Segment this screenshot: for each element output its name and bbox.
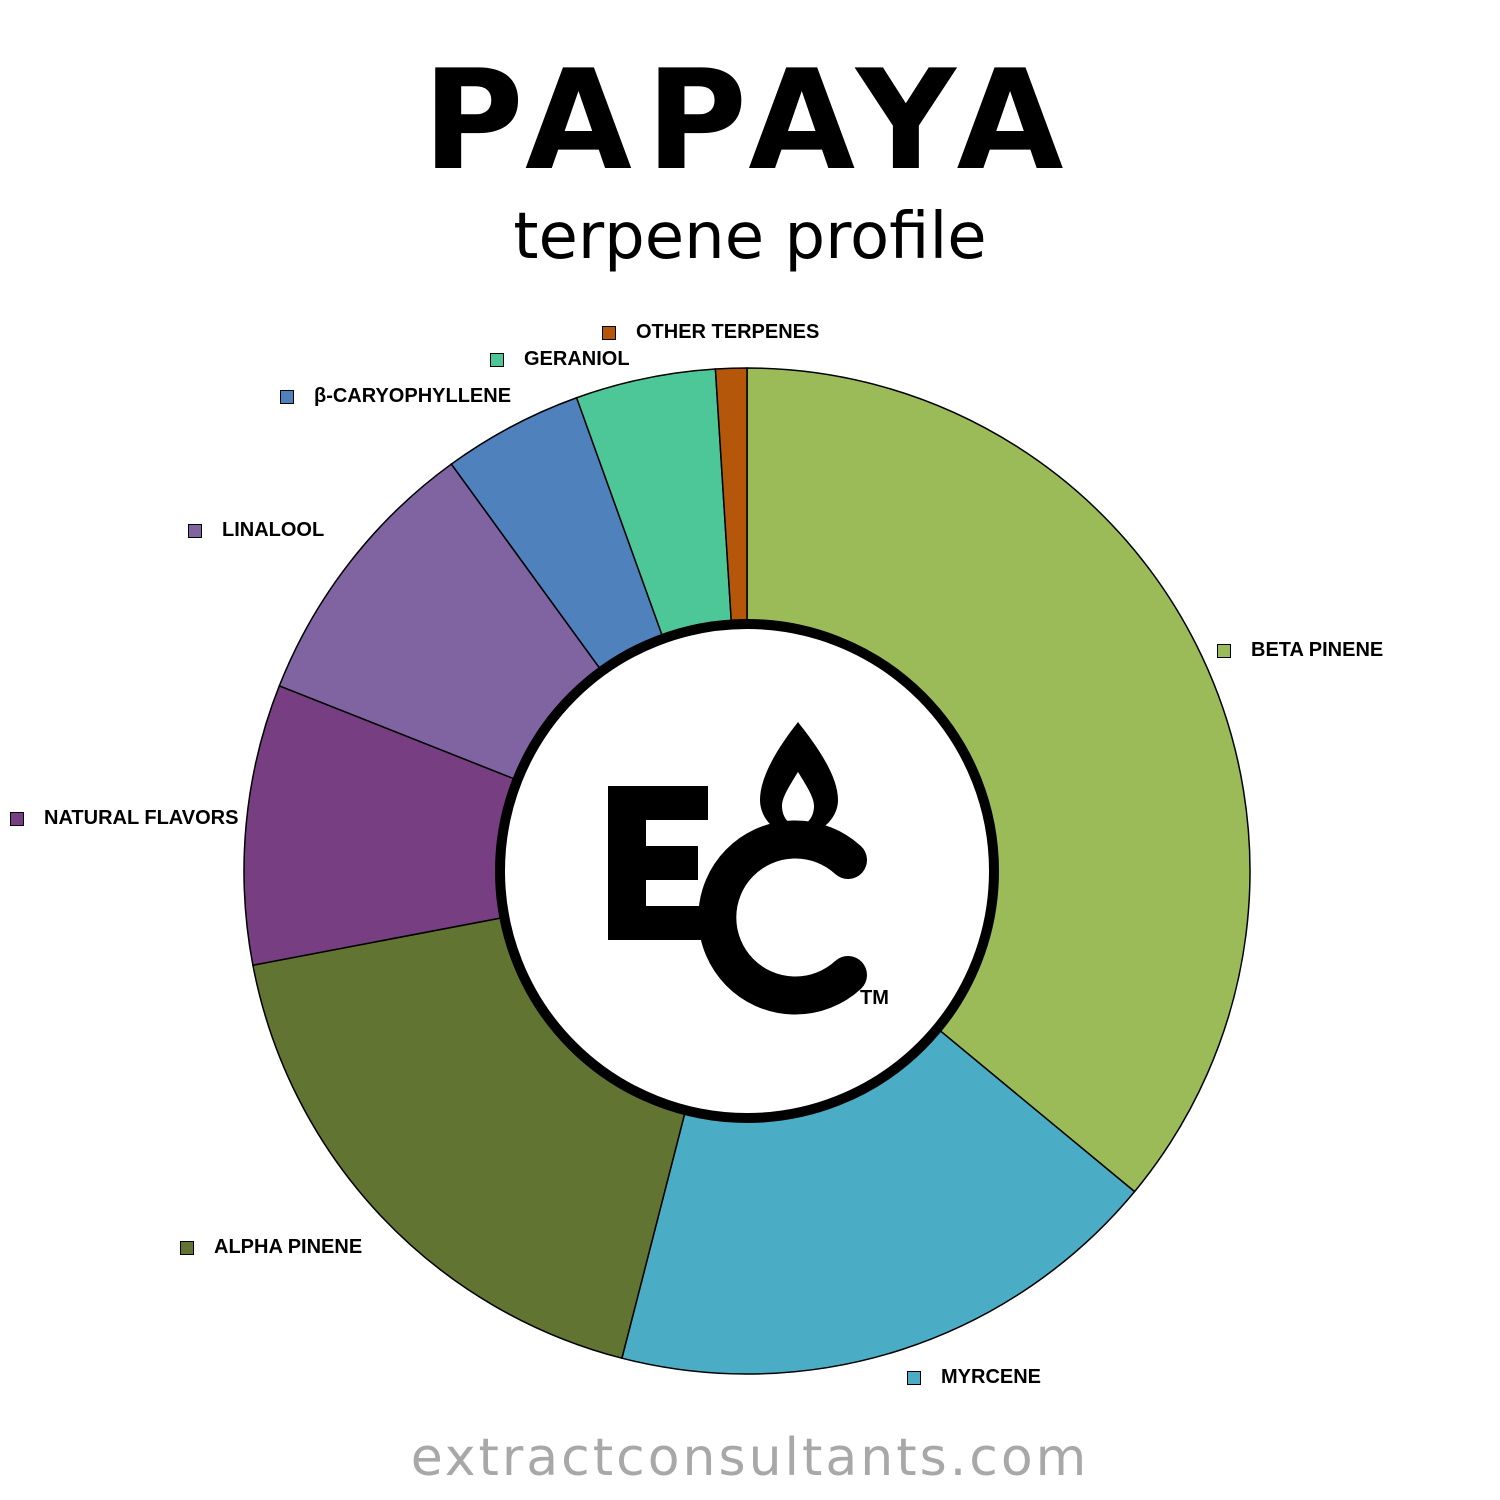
legend-alpha-pinene: ALPHA PINENE	[180, 1236, 362, 1259]
legend-swatch	[602, 325, 616, 340]
legend-swatch	[180, 1240, 194, 1255]
legend-other-terpenes: OTHER TERPENES	[602, 321, 819, 344]
legend-label: BETA PINENE	[1251, 639, 1384, 661]
legend-natural-flavors: NATURAL FLAVORS	[10, 807, 238, 830]
chart-title: PAPAYA	[422, 40, 1078, 201]
legend-swatch	[490, 352, 504, 367]
legend-linalool: LINALOOL	[188, 519, 324, 542]
droplet-icon	[760, 722, 838, 836]
website-footer: extractconsultants.com	[410, 1428, 1090, 1488]
legend-swatch	[10, 811, 24, 826]
legend-myrcene: MYRCENE	[907, 1366, 1041, 1389]
legend-label: β-CARYOPHYLLENE	[314, 385, 512, 407]
legend-label: GERANIOL	[524, 348, 630, 370]
chart-subtitle: terpene profile	[513, 200, 987, 274]
legend-swatch	[1217, 643, 1231, 658]
legend-beta-pinene: BETA PINENE	[1217, 639, 1383, 662]
trademark: TM	[860, 987, 889, 1009]
legend-swatch	[280, 389, 294, 404]
legend-geraniol: GERANIOL	[490, 348, 630, 371]
legend-caryophyllene: β-CARYOPHYLLENE	[280, 385, 511, 408]
legend-swatch	[907, 1370, 921, 1385]
ec-logo: TM	[608, 722, 889, 1015]
legend-label: ALPHA PINENE	[214, 1236, 363, 1258]
legend-label: MYRCENE	[941, 1366, 1042, 1388]
logo-letter-c	[698, 820, 867, 1015]
logo-letter-e	[608, 786, 708, 940]
legend-swatch	[188, 523, 202, 538]
legend-label: NATURAL FLAVORS	[44, 807, 239, 829]
legend-label: LINALOOL	[222, 519, 325, 541]
legend-label: OTHER TERPENES	[636, 321, 820, 343]
